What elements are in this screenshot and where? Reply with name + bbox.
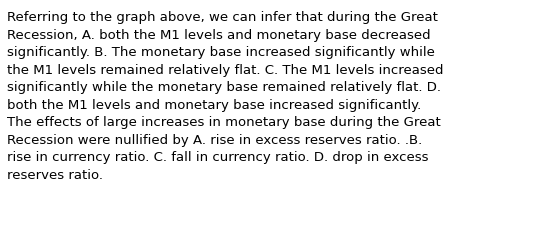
Text: Referring to the graph above, we can infer that during the Great
Recession, A. b: Referring to the graph above, we can inf… [7, 11, 443, 181]
